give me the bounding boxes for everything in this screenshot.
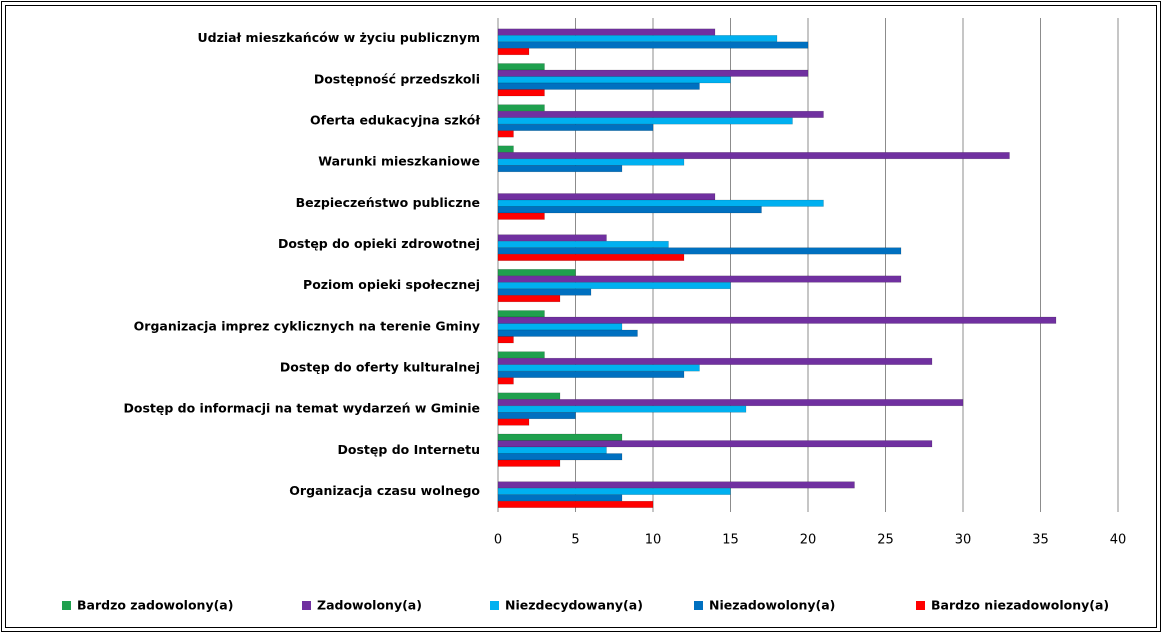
bar	[497, 165, 623, 173]
bar	[497, 487, 731, 495]
bar	[497, 269, 576, 277]
bar	[497, 295, 561, 303]
x-tick-label: 0	[494, 533, 502, 548]
bar	[497, 405, 747, 413]
x-tick-label: 20	[800, 533, 817, 548]
bar	[497, 212, 545, 220]
bar	[497, 453, 623, 461]
legend-label: Niezdecydowany(a)	[505, 598, 643, 613]
category-label: Bezpieczeństwo publiczne	[296, 195, 480, 210]
bar	[497, 247, 902, 255]
bar	[497, 392, 561, 400]
bar	[497, 35, 778, 43]
bar	[497, 76, 731, 84]
bar	[497, 69, 809, 77]
bar	[497, 310, 545, 318]
bar	[497, 152, 1010, 160]
x-tick-label: 40	[1110, 533, 1127, 548]
bar	[497, 399, 964, 407]
legend-swatch	[694, 601, 703, 610]
category-label: Dostęp do oferty kulturalnej	[280, 359, 480, 374]
x-tick-label: 10	[645, 533, 662, 548]
bar	[497, 494, 623, 502]
x-tick-label: 15	[722, 533, 739, 548]
bar	[497, 418, 530, 426]
bar	[497, 145, 514, 153]
x-tick-label: 30	[955, 533, 972, 548]
bar	[497, 63, 545, 71]
category-label: Dostępność przedszkoli	[314, 71, 480, 86]
category-label: Dostęp do informacji na temat wydarzeń w…	[123, 401, 480, 416]
bar	[497, 481, 855, 489]
bar	[497, 158, 685, 166]
legend-swatch	[916, 601, 925, 610]
legend-swatch	[62, 601, 71, 610]
bar	[497, 357, 933, 365]
bar	[497, 336, 514, 344]
bar	[497, 110, 824, 118]
x-tick-label: 25	[877, 533, 894, 548]
bar	[497, 377, 514, 385]
bar	[497, 329, 638, 337]
bar	[497, 130, 514, 138]
bar	[497, 41, 809, 49]
category-label: Udział mieszkańców w życiu publicznym	[197, 30, 480, 45]
legend-swatch	[302, 601, 311, 610]
x-tick-label: 35	[1032, 533, 1049, 548]
legend-label: Bardzo niezadowolony(a)	[931, 598, 1109, 613]
bar	[497, 193, 716, 201]
bar	[497, 82, 700, 90]
bar	[497, 446, 607, 454]
x-tick-label: 5	[571, 533, 579, 548]
bar	[497, 104, 545, 112]
bar	[497, 206, 762, 214]
legend-label: Niezadowolony(a)	[709, 598, 835, 613]
bar	[497, 199, 824, 207]
bar	[497, 412, 576, 420]
bar	[497, 117, 793, 125]
bar	[497, 351, 545, 359]
category-label: Warunki mieszkaniowe	[318, 154, 480, 169]
bar	[497, 433, 623, 441]
bar	[497, 370, 685, 378]
bar	[497, 48, 530, 56]
bar	[497, 316, 1057, 324]
bar	[497, 282, 731, 290]
category-label: Dostęp do Internetu	[338, 442, 480, 457]
legend-label: Bardzo zadowolony(a)	[77, 598, 233, 613]
category-label: Oferta edukacyjna szkół	[310, 112, 480, 127]
category-label: Poziom opieki społecznej	[303, 277, 480, 292]
frame-inner	[5, 5, 1157, 628]
bar	[497, 323, 623, 331]
bar	[497, 123, 654, 131]
legend-swatch	[490, 601, 499, 610]
bar	[497, 500, 654, 508]
bar	[497, 288, 592, 296]
bar	[497, 89, 545, 97]
bar	[497, 28, 716, 36]
bar	[497, 240, 669, 248]
bar	[497, 253, 685, 261]
category-label: Organizacja czasu wolnego	[289, 483, 480, 498]
legend-label: Zadowolony(a)	[317, 598, 422, 613]
bar	[497, 440, 933, 448]
bar	[497, 459, 561, 467]
category-label: Dostęp do opieki zdrowotnej	[278, 236, 480, 251]
bar	[497, 234, 607, 242]
category-label: Organizacja imprez cyklicznych na tereni…	[134, 318, 480, 333]
bar	[497, 275, 902, 283]
bar	[497, 364, 700, 372]
